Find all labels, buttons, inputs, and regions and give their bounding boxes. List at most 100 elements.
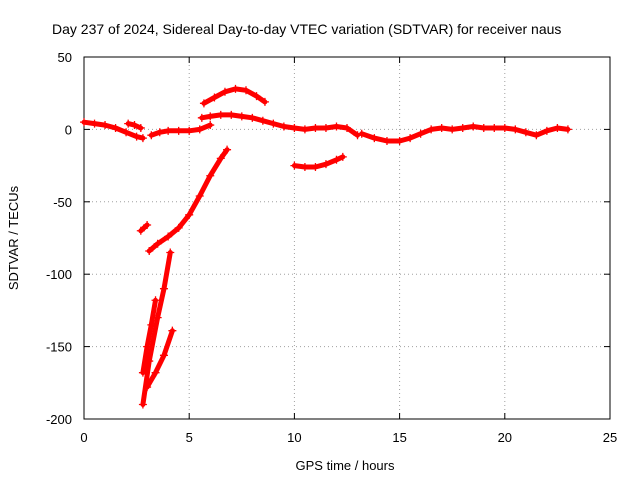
data-point xyxy=(151,296,160,305)
data-point xyxy=(406,134,415,143)
y-tick-label: -150 xyxy=(46,340,72,355)
data-point xyxy=(132,132,141,141)
data-series-arc-9 xyxy=(145,145,232,256)
data-point xyxy=(124,119,133,128)
data-point xyxy=(370,134,379,143)
data-point xyxy=(136,123,145,132)
data-point xyxy=(223,145,232,154)
data-point xyxy=(332,155,341,164)
data-point xyxy=(416,129,425,138)
y-tick-label: -50 xyxy=(53,195,72,210)
data-series-arc-5 xyxy=(199,84,269,108)
data-point xyxy=(437,123,446,132)
data-point xyxy=(269,119,278,128)
data-point xyxy=(260,97,269,106)
data-point xyxy=(216,154,225,163)
data-arc xyxy=(146,147,230,254)
x-tick-label: 25 xyxy=(603,430,617,445)
data-series-arc-12 xyxy=(143,326,177,392)
data-series-arc-2 xyxy=(124,119,145,132)
data-point xyxy=(542,126,551,135)
data-point xyxy=(242,86,251,95)
data-series-arc-4 xyxy=(197,110,362,140)
data-point xyxy=(206,171,215,180)
data-point xyxy=(80,118,88,127)
data-point xyxy=(185,126,194,135)
data-point xyxy=(90,119,99,128)
x-axis-label: GPS time / hours xyxy=(296,458,395,473)
data-point xyxy=(258,116,267,125)
data-point xyxy=(216,110,225,119)
data-point xyxy=(290,123,299,132)
data-point xyxy=(151,368,160,377)
y-tick-label: 0 xyxy=(65,122,72,137)
data-point xyxy=(290,161,299,170)
data-point xyxy=(159,284,168,293)
data-point xyxy=(220,87,229,96)
data-series-arc-11 xyxy=(138,248,175,409)
data-point xyxy=(338,152,347,161)
data-series-arc-7 xyxy=(357,122,572,145)
data-arc xyxy=(291,154,346,170)
data-point xyxy=(532,131,541,140)
data-series-arc-8 xyxy=(136,220,152,235)
data-point xyxy=(199,99,208,108)
data-point xyxy=(138,134,147,143)
data-point xyxy=(427,125,436,134)
data-series-arc-6 xyxy=(290,152,347,172)
data-point xyxy=(174,223,183,232)
data-point xyxy=(553,123,562,132)
data-point xyxy=(153,239,162,248)
y-tick-label: -100 xyxy=(46,267,72,282)
data-point xyxy=(511,125,520,134)
data-point xyxy=(166,248,175,257)
y-tick-label: -200 xyxy=(46,412,72,427)
grid xyxy=(84,57,610,419)
data-point xyxy=(448,125,457,134)
data-point xyxy=(130,121,139,130)
data-point xyxy=(395,136,404,145)
data-point xyxy=(136,226,145,235)
data-point xyxy=(164,232,173,241)
data-point xyxy=(143,383,152,392)
data-point xyxy=(143,220,152,229)
data-point xyxy=(563,125,572,134)
data-point xyxy=(321,123,330,132)
data-point xyxy=(210,93,219,102)
data-point xyxy=(168,326,177,335)
data-point xyxy=(311,123,320,132)
x-tick-label: 20 xyxy=(498,430,512,445)
data-series-arc-3 xyxy=(147,121,215,140)
data-point xyxy=(248,113,257,122)
y-tick-label: 50 xyxy=(58,50,72,65)
data-point xyxy=(252,92,261,101)
data-point xyxy=(300,163,309,172)
data-point xyxy=(321,160,330,169)
data-point xyxy=(155,128,164,137)
data-arc xyxy=(140,250,173,407)
data-point xyxy=(174,126,183,135)
x-tick-label: 0 xyxy=(80,430,87,445)
data-point xyxy=(153,313,162,322)
data-point xyxy=(458,123,467,132)
data-point xyxy=(490,123,499,132)
data-point xyxy=(111,123,120,132)
data-point xyxy=(469,122,478,131)
data-point xyxy=(122,128,131,137)
data-arc xyxy=(138,222,150,234)
data-point xyxy=(311,163,320,172)
data-point xyxy=(206,112,215,121)
axis-ticks: 0 5 10 15 20 25 50 0 -50 -100 -150 -200 xyxy=(46,50,617,445)
y-axis-label: SDTVAR / TECUs xyxy=(6,185,21,290)
plot-frame xyxy=(83,56,611,420)
data-point xyxy=(300,125,309,134)
data-point xyxy=(197,113,206,122)
data-point xyxy=(382,136,391,145)
data-point xyxy=(343,123,351,132)
data-point xyxy=(147,131,156,140)
data-point xyxy=(206,121,215,130)
data-point xyxy=(227,110,236,119)
data-point xyxy=(138,400,147,409)
data-point xyxy=(185,210,194,219)
